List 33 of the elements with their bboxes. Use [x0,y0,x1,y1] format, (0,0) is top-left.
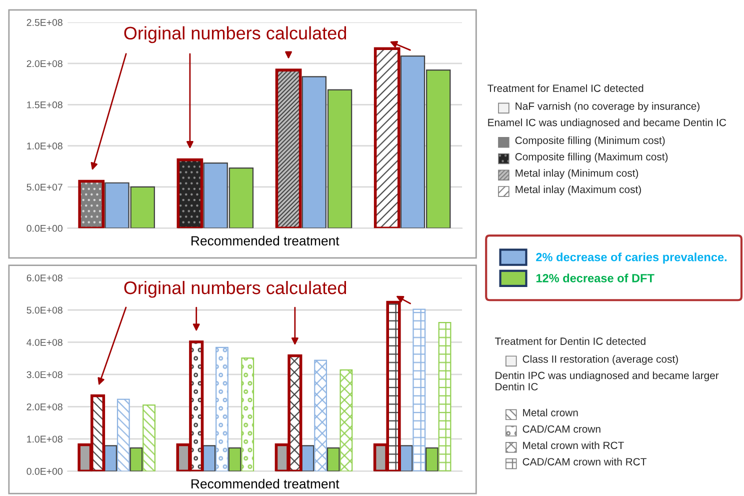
text: Composite filling (Minimum cost) [515,136,665,146]
text: NaF varnish (no coverage by insurance) [516,102,700,112]
y-tick-label: 2.0E+08 [26,403,62,410]
text: Composite filling (Maximum cost) [515,152,668,162]
x-axis-title: Recommended treatment [192,236,340,246]
y-tick-label: 0.0E+00 [26,468,62,475]
text: CAD/CAM crown with RCT [522,458,646,466]
text: Treatment for Dentin IC detected [494,337,646,345]
y-tick-label: 1.5E+08 [27,101,62,108]
text: Enamel IC was undiagnosed and became Dentin IC [488,118,726,128]
text: Treatment for Enamel IC detected [488,84,644,92]
y-tick-label: 1.0E+08 [27,142,62,150]
y-tick-label: 2.5E+08 [26,19,62,26]
text: Dentin IPC was undiagnosed and became larger Dentin IC [496,372,719,390]
annotation: Original numbers calculated [124,280,346,298]
y-tick-label: 6.0E+08 [26,274,62,282]
y-tick-label: 3.0E+08 [26,371,62,378]
y-tick-label: 0.0E+00 [26,224,62,232]
y-tick-label: 2.0E+08 [26,60,62,68]
legend-label: 12% decrease of DFT [536,274,654,282]
y-tick-label: 4.0E+08 [26,338,62,346]
text: Metal inlay (Maximum cost) [516,186,641,196]
y-tick-label: 5.0E+07 [26,184,62,191]
text: Metal inlay (Minimum cost) [516,169,638,179]
legend-label: 2% decrease of caries prevalence. [536,252,727,264]
y-tick-label: 1.0E+08 [27,436,62,443]
annotation: Original numbers calculated [124,26,346,44]
text: Metal crown [523,408,578,416]
text: Metal crown with RCT [523,441,624,450]
text: Class II restoration (average cost) [522,355,678,365]
y-tick-label: 5.0E+08 [26,306,62,314]
text: CAD/CAM crown [522,425,600,433]
x-axis-title: Recommended treatment [192,478,340,489]
